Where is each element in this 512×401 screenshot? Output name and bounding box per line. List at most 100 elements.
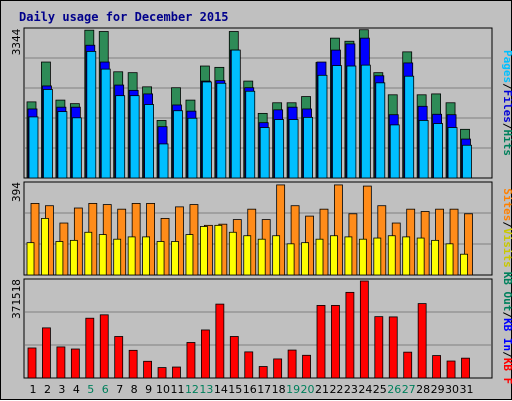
bar-visits-day-31	[460, 253, 468, 276]
bar-visits-day-23	[344, 236, 353, 276]
bar-visits-day-28	[416, 237, 425, 276]
bar-kbf-day-20	[302, 354, 311, 379]
bar-kbf-day-19	[287, 349, 297, 379]
legend-hits-files-pages: Pages/Files/Hits	[501, 50, 512, 156]
bar-pages-day-2	[43, 89, 53, 179]
day-label-18: 18	[272, 383, 286, 396]
bar-sites-day-30	[449, 208, 459, 276]
day-label-29: 29	[431, 383, 445, 396]
bar-pages-day-6	[100, 68, 111, 179]
bar-kbf-day-29	[432, 355, 442, 379]
day-label-16: 16	[243, 383, 257, 396]
bar-pages-day-19	[288, 119, 299, 179]
bar-kbf-day-3	[56, 346, 66, 379]
bar-pages-day-29	[433, 123, 444, 179]
bar-visits-day-16	[243, 235, 252, 276]
bar-visits-day-7	[113, 238, 122, 276]
bar-kbf-day-11	[172, 366, 181, 379]
bar-pages-day-1	[28, 116, 39, 179]
bar-pages-day-18	[274, 119, 285, 179]
day-label-9: 9	[145, 383, 152, 396]
bar-kbf-day-10	[157, 367, 167, 379]
bar-visits-day-29	[431, 239, 440, 276]
bar-sites-day-31	[464, 213, 473, 276]
day-label-17: 17	[257, 383, 271, 396]
side-legend-panel2: KB Out/KB In/KB F	[501, 272, 512, 385]
side-legend-panel0: Pages/Files/Hits	[501, 50, 512, 156]
day-label-30: 30	[445, 383, 459, 396]
day-label-21: 21	[315, 383, 329, 396]
bar-sites-day-18	[276, 184, 286, 276]
bar-visits-day-9	[142, 236, 151, 276]
bar-kbf-day-16	[244, 351, 254, 379]
bar-pages-day-14	[216, 82, 227, 179]
day-label-22: 22	[329, 383, 343, 396]
bar-pages-day-28	[418, 120, 429, 179]
legend-separator: /	[501, 123, 512, 130]
bar-visits-day-15	[228, 231, 237, 276]
bar-visits-day-25	[373, 237, 382, 276]
bar-visits-day-20	[301, 242, 309, 276]
bar-sites-day-22	[334, 184, 343, 276]
bar-kbf-day-25	[374, 316, 384, 379]
day-label-23: 23	[344, 383, 358, 396]
legend-separator: /	[501, 221, 512, 228]
day-label-25: 25	[373, 383, 387, 396]
day-label-19: 19	[286, 383, 300, 396]
bar-kbf-day-6	[99, 314, 109, 379]
bar-visits-day-22	[330, 235, 338, 276]
day-label-11: 11	[171, 383, 185, 396]
bar-visits-day-11	[171, 241, 179, 276]
chart-title: Daily usage for December 2015	[19, 10, 229, 24]
day-label-27: 27	[402, 383, 416, 396]
bar-kbf-day-13	[200, 329, 210, 379]
legend-files: Files	[501, 90, 512, 123]
bar-kbf-day-4	[70, 348, 80, 379]
bar-pages-day-5	[86, 51, 97, 179]
bar-kbf-day-9	[143, 360, 153, 379]
bar-kbf-day-21	[316, 305, 326, 379]
bar-pages-day-16	[245, 90, 256, 179]
legend-kb-f: KB F	[501, 358, 512, 385]
bar-kbf-day-31	[461, 357, 470, 379]
day-label-1: 1	[30, 383, 37, 396]
day-label-24: 24	[358, 383, 372, 396]
bar-pages-day-8	[129, 95, 140, 179]
bar-visits-day-14	[214, 224, 223, 276]
bar-visits-day-30	[445, 243, 454, 276]
bar-kbf-day-14	[215, 303, 225, 379]
bar-pages-day-12	[187, 117, 198, 179]
bar-visits-day-8	[127, 236, 136, 276]
day-label-20: 20	[301, 383, 315, 396]
bar-pages-day-20	[303, 116, 313, 179]
legend-separator: /	[501, 83, 512, 90]
bar-kbf-day-28	[417, 303, 427, 379]
day-label-7: 7	[116, 383, 123, 396]
day-label-4: 4	[73, 383, 80, 396]
bar-visits-day-21	[315, 238, 324, 276]
day-label-15: 15	[228, 383, 242, 396]
legend-kbytes: KB Out/KB In/KB F	[501, 272, 512, 385]
bar-kbf-day-27	[403, 351, 413, 379]
bar-pages-day-30	[447, 127, 458, 179]
bar-sites-day-11	[175, 206, 184, 276]
day-label-8: 8	[131, 383, 138, 396]
day-label-28: 28	[416, 383, 430, 396]
bar-pages-day-10	[158, 143, 169, 179]
bar-pages-day-25	[375, 82, 386, 179]
day-label-26: 26	[387, 383, 401, 396]
bar-pages-day-26	[389, 124, 400, 179]
side-legend-panel1: Sites/Visits	[501, 188, 512, 268]
bar-kbf-day-24	[359, 280, 369, 379]
legend-kb-in: KB In	[501, 318, 512, 351]
legend-separator: /	[501, 311, 512, 318]
bar-pages-day-27	[404, 75, 415, 179]
bar-kbf-day-1	[27, 347, 37, 379]
bar-kbf-day-2	[42, 327, 51, 379]
day-label-12: 12	[185, 383, 199, 396]
bar-visits-day-18	[272, 235, 281, 276]
legend-hits: Hits	[501, 130, 512, 157]
day-label-14: 14	[214, 383, 228, 396]
bar-pages-day-13	[201, 81, 212, 179]
